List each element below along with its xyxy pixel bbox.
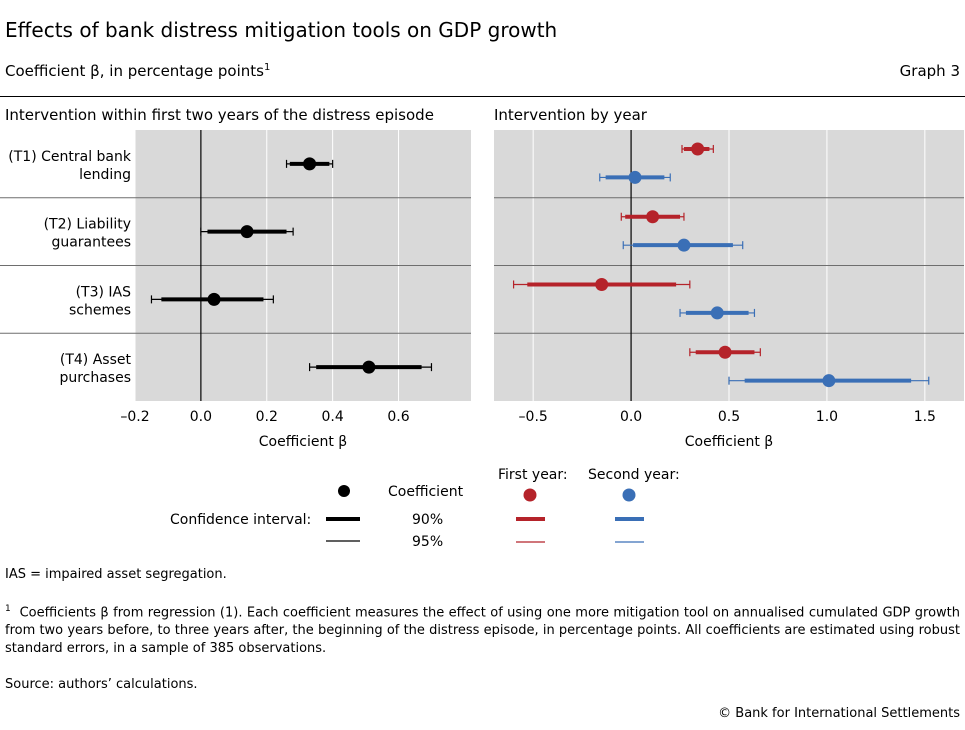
right-panel-title: Intervention by year: [494, 106, 647, 124]
x-axis-label: Coefficient β: [259, 434, 347, 450]
x-tick-label: 0.5: [718, 409, 740, 425]
footnote-text: Coefficients β from regression (1). Each…: [5, 605, 961, 657]
legend: Coefficient Confidence interval: 90% 95%…: [170, 467, 680, 550]
legend-ci95-label: 95%: [412, 534, 443, 550]
left-coefficient-chart: –0.2 0.0 0.2 0.4 0.6 Coefficient β (T1) Centra…: [0, 130, 471, 450]
x-tick-label: 1.0: [816, 409, 838, 425]
coefficient-point: [677, 238, 691, 252]
x-tick-label: 0.6: [387, 409, 409, 425]
legend-first-year-marker: [523, 488, 537, 502]
category-label: purchases: [59, 370, 131, 386]
footnote-mark: 1: [5, 604, 11, 614]
legend-coefficient-label: Coefficient: [388, 484, 464, 500]
x-tick-label: –0.5: [519, 409, 548, 425]
coefficient-point: [207, 292, 221, 306]
graph-label: Graph 3: [899, 62, 960, 80]
footnote: 1 Coefficients β from regression (1). Ea…: [5, 600, 960, 658]
subtitle-text: Coefficient β, in percentage points: [5, 62, 264, 80]
coefficient-point: [362, 360, 376, 374]
x-tick-label: 0.0: [620, 409, 642, 425]
category-label: schemes: [69, 302, 131, 318]
category-label: (T3) IAS: [76, 284, 132, 300]
copyright: © Bank for International Settlements: [718, 706, 960, 721]
x-tick-label: 0.4: [322, 409, 344, 425]
coefficient-point: [240, 225, 254, 239]
legend-confidence-interval-label: Confidence interval:: [170, 512, 311, 528]
chart-title: Effects of bank distress mitigation tool…: [5, 18, 558, 42]
ias-note: IAS = impaired asset segregation.: [5, 567, 227, 582]
coefficient-point: [822, 374, 836, 388]
coefficient-point: [303, 157, 317, 171]
right-coefficient-chart: –0.5 0.0 0.5 1.0 1.5 Coefficient β: [494, 130, 964, 450]
coefficient-point: [628, 170, 642, 184]
top-rule: [0, 96, 965, 97]
x-tick-label: 0.2: [256, 409, 278, 425]
legend-first-year-label: First year:: [498, 467, 568, 483]
legend-second-year-label: Second year:: [588, 467, 680, 483]
legend-coefficient-marker: [338, 485, 350, 497]
coefficient-point: [691, 142, 705, 156]
category-label: (T4) Asset: [60, 352, 132, 368]
category-label: (T2) Liability: [44, 217, 131, 233]
subtitle-footnote-mark: 1: [263, 62, 271, 73]
left-panel-title: Intervention within first two years of t…: [5, 106, 434, 124]
coefficient-point: [646, 210, 660, 224]
chart-subtitle: Coefficient β, in percentage points1: [5, 62, 270, 80]
x-axis-label: Coefficient β: [685, 434, 773, 450]
x-tick-label: 1.5: [914, 409, 936, 425]
x-tick-label: 0.0: [190, 409, 212, 425]
legend-second-year-marker: [622, 488, 636, 502]
coefficient-point: [595, 277, 609, 291]
coefficient-point: [718, 345, 732, 359]
source-note: Source: authors’ calculations.: [5, 677, 198, 692]
legend-ci90-label: 90%: [412, 512, 443, 528]
category-label: (T1) Central bank: [8, 149, 132, 165]
category-label: guarantees: [51, 235, 131, 251]
x-tick-label: –0.2: [120, 409, 149, 425]
category-label: lending: [79, 167, 131, 183]
coefficient-point: [710, 306, 724, 320]
